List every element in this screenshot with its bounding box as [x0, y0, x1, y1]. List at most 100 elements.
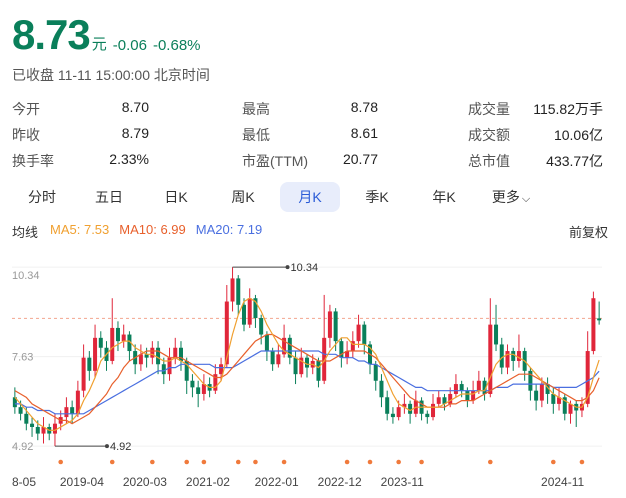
candle-body: [156, 347, 161, 365]
candle-body: [568, 403, 573, 414]
event-dot: [281, 459, 287, 465]
candle-body: [167, 357, 172, 375]
candle-body: [150, 347, 155, 358]
event-dot: [109, 459, 115, 465]
stat-pe: 市盈(TTM) 20.77: [242, 151, 378, 171]
candle-body: [591, 298, 596, 352]
tab-quarterly[interactable]: 季K: [365, 189, 389, 205]
x-tick-label: 2022-01: [255, 475, 299, 489]
event-dot: [58, 459, 63, 465]
chevron-down-icon: ⌵: [521, 193, 531, 205]
ma20-value: MA20: 7.19: [195, 222, 263, 237]
x-tick-label: 2023-11: [381, 475, 424, 489]
stats-row: 昨收 8.79 最低 8.61 成交额 10.06亿: [12, 122, 612, 148]
tab-5day[interactable]: 五日: [95, 189, 123, 205]
tab-daily[interactable]: 日K: [164, 189, 188, 205]
candle-body: [201, 384, 206, 394]
stat-label: 总市值: [468, 153, 510, 169]
period-tabs: 分时 五日 日K 周K 月K 季K 年K 更多 ⌵: [12, 182, 612, 212]
x-tick-label: 2024-11: [541, 475, 584, 489]
candle-body: [184, 360, 189, 381]
candle-body: [219, 364, 224, 375]
price-change-pct: -0.68%: [152, 37, 201, 54]
event-dot: [396, 459, 401, 465]
stat-label: 成交额: [468, 127, 510, 143]
candle-body: [253, 298, 258, 319]
stat-label: 最高: [242, 101, 270, 117]
candle-body: [396, 407, 401, 418]
candle-body: [18, 407, 23, 414]
candle-body: [110, 327, 115, 361]
candle-body: [356, 324, 361, 342]
stat-value: 8.70: [121, 99, 149, 115]
min-marker-dot: [104, 444, 109, 449]
candle-body: [431, 403, 436, 418]
event-dot: [201, 459, 207, 465]
candle-body: [373, 364, 378, 381]
tab-yearly[interactable]: 年K: [432, 189, 456, 205]
stat-turnover: 成交额 10.06亿: [468, 125, 603, 145]
min-price-label: 4.92: [110, 441, 131, 453]
candle-body: [299, 357, 304, 375]
tab-monthly[interactable]: 月K: [280, 182, 340, 212]
candle-body: [213, 374, 218, 391]
candle-body: [585, 351, 590, 404]
candle-body: [425, 413, 430, 418]
candle-body: [379, 380, 384, 398]
candle-body: [322, 337, 327, 381]
candle-body: [161, 364, 166, 375]
price-header: 8.73 元 -0.06 -0.68%: [12, 14, 201, 56]
price-change: -0.06: [112, 37, 147, 54]
candle-body: [345, 351, 350, 358]
x-tick-label: 2021-02: [186, 475, 230, 489]
candle-body: [178, 347, 183, 361]
stats-row: 今开 8.70 最高 8.78 成交量 115.82万手: [12, 96, 612, 122]
candle-body: [488, 324, 493, 394]
stat-label: 成交量: [468, 101, 510, 117]
event-dot: [253, 459, 258, 465]
candle-body: [494, 324, 499, 345]
candle-body: [333, 311, 338, 342]
event-dot: [235, 459, 241, 465]
max-price-label: 10.34: [291, 262, 319, 274]
candle-body: [264, 334, 269, 352]
candle-body: [499, 344, 504, 368]
candle-body: [87, 357, 92, 371]
candle-body: [190, 380, 195, 388]
candle-body: [316, 360, 321, 381]
candle-body: [448, 393, 453, 404]
candle-body: [64, 407, 69, 418]
candle-body: [127, 334, 132, 352]
tab-more[interactable]: 更多 ⌵: [481, 182, 541, 212]
tab-intraday[interactable]: 分时: [28, 189, 56, 205]
current-price: 8.73: [12, 11, 91, 58]
candle-body: [465, 390, 470, 401]
adjust-selector[interactable]: 前复权: [568, 225, 608, 240]
stat-low: 最低 8.61: [242, 125, 378, 145]
stat-value: 8.78: [350, 99, 378, 115]
event-dot: [488, 459, 493, 465]
event-dot: [419, 459, 424, 465]
x-tick-label: 2020-03: [123, 475, 167, 489]
candle-body: [350, 341, 355, 352]
candle-body: [362, 324, 367, 345]
y-tick-label: 7.63: [12, 352, 33, 364]
candle-body: [81, 357, 86, 391]
y-tick-label: 4.92: [12, 441, 33, 453]
price-unit: 元: [91, 36, 107, 53]
candle-body: [247, 298, 252, 325]
candle-body: [471, 390, 476, 401]
candle-body: [24, 413, 29, 424]
candle-body: [453, 384, 458, 394]
event-dot: [367, 459, 373, 465]
tab-weekly[interactable]: 周K: [231, 189, 255, 205]
stat-high: 最高 8.78: [242, 99, 378, 119]
candle-body: [236, 278, 241, 305]
candle-body: [144, 354, 149, 358]
candle-body: [545, 384, 550, 394]
candle-body: [505, 351, 510, 368]
stat-label: 昨收: [12, 127, 40, 143]
stat-value: 8.61: [350, 125, 378, 141]
stat-label: 最低: [242, 127, 270, 143]
